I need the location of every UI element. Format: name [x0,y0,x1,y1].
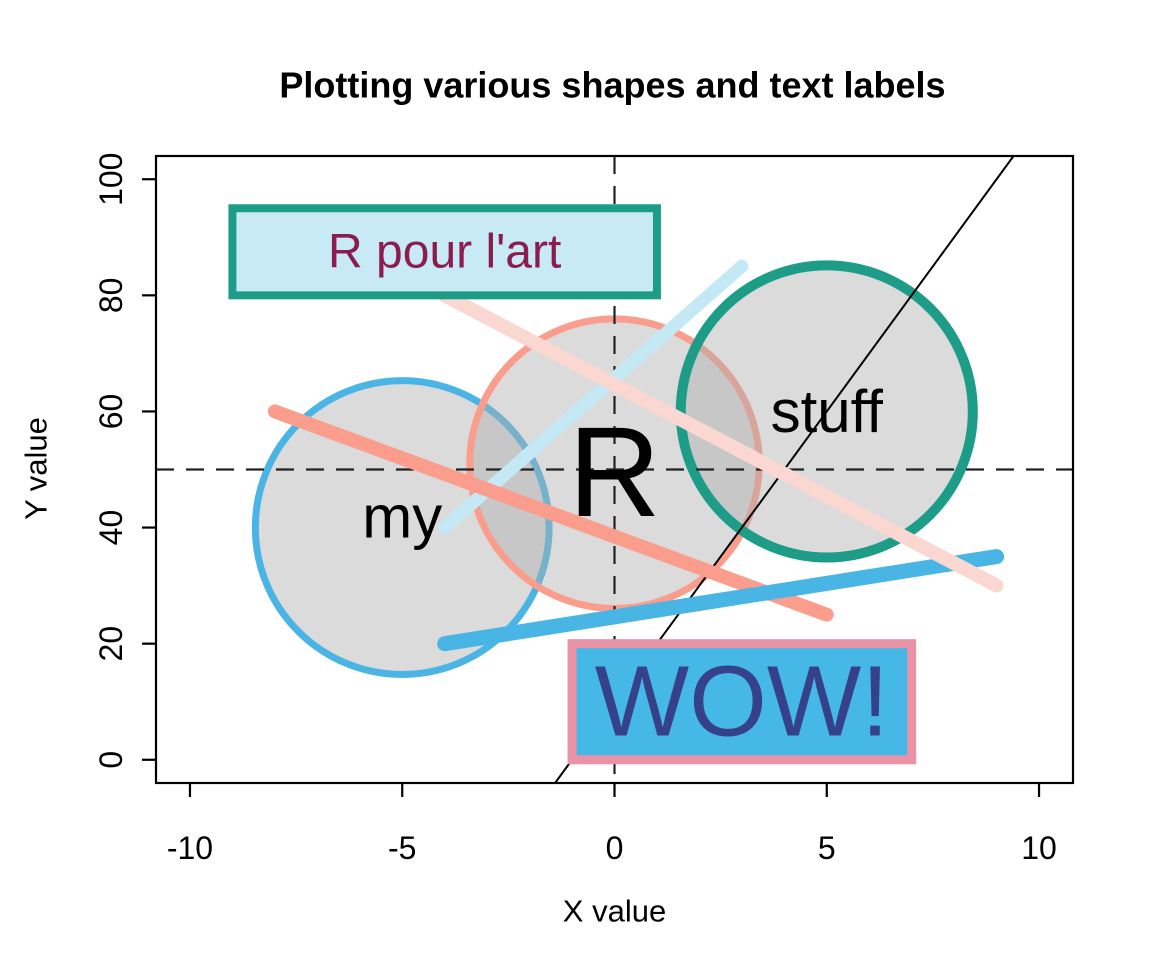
x-axis-title: X value [563,894,666,929]
box-r-pour-lart [228,204,661,300]
segment-light-blue [438,259,749,535]
x-tick-label-0: 0 [606,830,624,866]
y-tick-label-40: 40 [93,510,129,546]
chart-title: Plotting various shapes and text labels [279,65,945,106]
segment-blue [437,549,1005,652]
box-wow-text: WOW! [595,646,889,758]
box-r-pour-lart-text: R pour l'art [328,225,561,278]
y-tick-label-100: 100 [93,153,129,206]
y-tick-label-0: 0 [93,751,129,769]
x-tick-label-10: 10 [1021,830,1057,866]
point-label-my: my [362,484,442,551]
x-tick-label-5: 5 [818,830,836,866]
y-tick-label-60: 60 [93,394,129,430]
y-tick-label-20: 20 [93,626,129,662]
segment-pale-pink [437,288,1004,593]
x-tick-label--10: -10 [167,830,213,866]
circle-my [251,377,553,678]
y-tick-label-80: 80 [93,278,129,314]
segment-salmon [267,404,834,622]
x-tick-label--5: -5 [388,830,416,866]
y-axis-title: Y value [19,417,54,520]
box-wow [567,639,917,765]
